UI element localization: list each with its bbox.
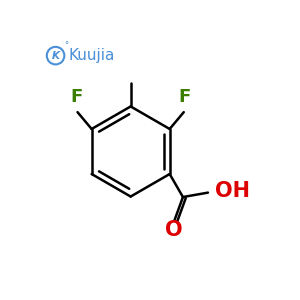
Text: Kuujia: Kuujia bbox=[68, 48, 115, 63]
Text: F: F bbox=[179, 88, 191, 106]
Text: F: F bbox=[70, 88, 82, 106]
Text: O: O bbox=[165, 220, 183, 240]
Text: OH: OH bbox=[215, 182, 250, 202]
Text: °: ° bbox=[64, 41, 68, 50]
Text: K: K bbox=[52, 51, 60, 61]
